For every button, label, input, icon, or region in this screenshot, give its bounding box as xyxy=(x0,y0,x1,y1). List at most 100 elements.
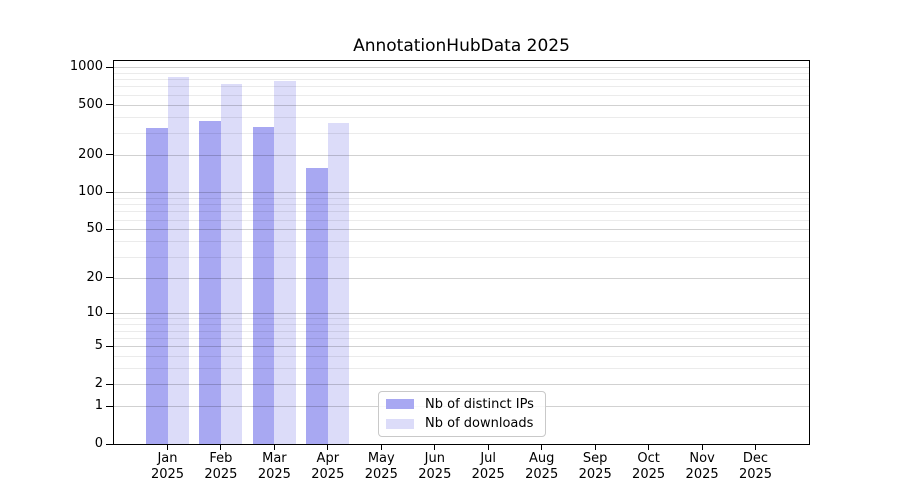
x-tick-label: Aug 2025 xyxy=(510,451,574,483)
bar-feb-downloads xyxy=(220,84,243,444)
y-tick-label: 100 xyxy=(78,184,103,200)
y-tick xyxy=(106,66,113,68)
grid-layer xyxy=(114,61,809,444)
legend-swatch xyxy=(386,399,414,410)
legend-item: Nb of distinct IPs xyxy=(386,395,538,414)
x-tick-label-year: 2025 xyxy=(471,467,505,482)
x-tick-label: Nov 2025 xyxy=(670,451,734,483)
y-tick xyxy=(106,191,113,193)
x-tick-label-year: 2025 xyxy=(525,467,559,482)
y-tick xyxy=(106,443,113,445)
x-tick xyxy=(487,445,489,450)
gridline-minor xyxy=(114,116,809,118)
legend: Nb of distinct IPs Nb of downloads xyxy=(378,391,546,437)
y-tick-label: 200 xyxy=(78,146,103,162)
x-tick-label-month: Nov xyxy=(689,451,715,466)
gridline-minor xyxy=(114,324,809,326)
x-tick-label: Mar 2025 xyxy=(242,451,306,483)
x-tick-label-year: 2025 xyxy=(204,467,238,482)
gridline-minor xyxy=(114,132,809,134)
y-tick xyxy=(106,228,113,230)
x-tick-label-year: 2025 xyxy=(738,467,773,482)
y-tick xyxy=(106,277,113,279)
x-tick-label-month: Feb xyxy=(209,451,233,466)
gridline-minor xyxy=(114,197,809,199)
gridline-minor xyxy=(114,356,809,358)
x-tick-label-year: 2025 xyxy=(578,467,612,482)
gridline-minor xyxy=(114,219,809,221)
gridline-minor xyxy=(114,241,809,243)
y-tick-label: 20 xyxy=(86,269,103,285)
x-tick xyxy=(327,445,329,450)
x-tick-label-month: Jul xyxy=(480,451,497,466)
x-tick-label-month: May xyxy=(367,451,395,466)
y-tick-label: 1000 xyxy=(69,59,103,74)
y-tick-label: 2 xyxy=(94,376,103,392)
y-tick xyxy=(106,312,113,314)
y-tick-label: 5 xyxy=(94,338,103,354)
y-tick-label: 0 xyxy=(94,436,103,451)
gridline-major xyxy=(114,384,809,386)
plot-area xyxy=(113,60,810,445)
gridline-minor xyxy=(114,79,809,81)
x-tick-label-month: Mar xyxy=(262,451,287,466)
gridline-minor xyxy=(114,318,809,320)
x-tick-label-month: Dec xyxy=(742,451,769,466)
x-tick-label: Apr 2025 xyxy=(296,451,360,483)
bar-mar-downloads xyxy=(274,80,296,444)
y-tick-label: 500 xyxy=(78,96,103,112)
gridline-minor xyxy=(114,337,809,339)
gridline-major xyxy=(114,346,809,348)
y-tick xyxy=(106,383,113,385)
y-tick-label: 10 xyxy=(86,305,103,321)
x-tick xyxy=(434,445,436,450)
x-tick-label: Dec 2025 xyxy=(724,451,788,483)
x-tick-label: Jan 2025 xyxy=(136,451,200,483)
x-tick-label-year: 2025 xyxy=(685,467,719,482)
x-tick-label-year: 2025 xyxy=(364,467,398,482)
x-tick-label-month: Jun xyxy=(424,451,445,466)
x-tick-label: Jul 2025 xyxy=(456,451,520,483)
bar-mar-distinct-ips xyxy=(252,126,275,444)
x-tick-label-month: Jan xyxy=(157,451,178,466)
x-tick xyxy=(541,445,543,450)
x-tick xyxy=(594,445,596,450)
x-tick-label-month: Sep xyxy=(582,451,608,466)
bar-apr-distinct-ips xyxy=(306,168,328,444)
chart-title: AnnotationHubData 2025 xyxy=(353,36,570,56)
legend-item: Nb of downloads xyxy=(386,415,538,434)
gridline-minor xyxy=(114,204,809,206)
legend-label: Nb of distinct IPs xyxy=(425,396,534,412)
x-tick-label-month: Aug xyxy=(528,451,555,466)
gridline-minor xyxy=(114,211,809,213)
y-tick xyxy=(106,405,113,407)
x-tick-label: Sep 2025 xyxy=(563,451,627,483)
x-tick-label: Oct 2025 xyxy=(617,451,681,483)
bar-apr-downloads xyxy=(327,123,350,444)
bar-jan-downloads xyxy=(167,77,189,444)
gridline-minor xyxy=(114,256,809,258)
x-tick xyxy=(273,445,275,450)
x-tick-label-year: 2025 xyxy=(150,467,185,482)
gridline-minor xyxy=(114,330,809,332)
bars-layer xyxy=(114,61,809,444)
x-tick-label-year: 2025 xyxy=(257,467,291,482)
x-tick-label-year: 2025 xyxy=(632,467,666,482)
y-tick-label: 50 xyxy=(86,221,103,237)
x-tick-label-month: Apr xyxy=(316,451,340,466)
gridline-major xyxy=(114,229,809,231)
x-tick-label: Jun 2025 xyxy=(403,451,467,483)
gridline-major xyxy=(114,313,809,315)
gridline-major xyxy=(114,277,809,279)
x-tick-label: Feb 2025 xyxy=(189,451,253,483)
bar-jan-distinct-ips xyxy=(146,128,168,444)
x-tick-label-year: 2025 xyxy=(418,467,452,482)
x-tick xyxy=(701,445,703,450)
x-tick-label: May 2025 xyxy=(349,451,413,483)
x-tick-label-month: Oct xyxy=(637,451,660,466)
x-tick-label-year: 2025 xyxy=(311,467,345,482)
gridline-minor xyxy=(114,94,809,96)
y-tick xyxy=(106,104,113,106)
x-tick xyxy=(648,445,650,450)
